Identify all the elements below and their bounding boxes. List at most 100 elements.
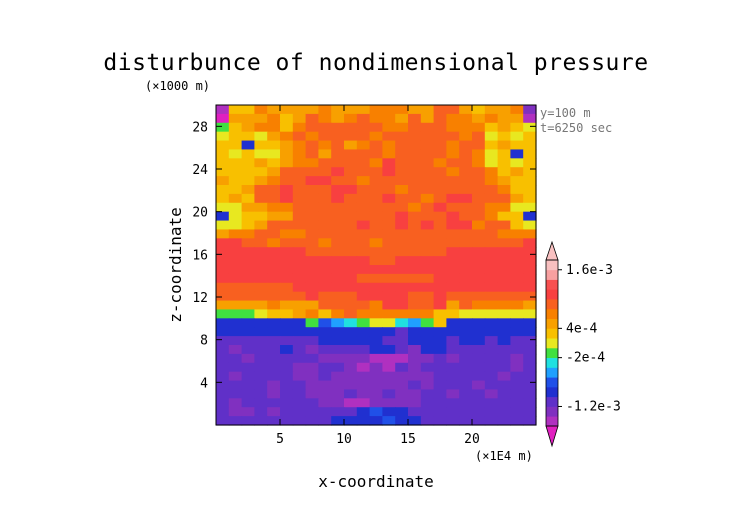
field-cell [523, 256, 537, 266]
field-cell [241, 362, 255, 373]
field-cell [331, 140, 345, 151]
field-cell [356, 416, 371, 426]
field-cell [459, 105, 473, 115]
field-cell [318, 158, 332, 168]
field-cell [331, 345, 345, 355]
field-cell [472, 318, 486, 328]
field-cell [459, 291, 473, 302]
field-cell [280, 318, 294, 328]
field-cell [241, 149, 255, 159]
field-cell [497, 300, 511, 311]
field-cell [484, 398, 499, 408]
field-cell [292, 176, 307, 186]
field-cell [305, 202, 319, 213]
field-cell [369, 309, 383, 319]
field-cell [280, 282, 294, 293]
field-cell [228, 176, 243, 186]
field-cell [254, 176, 268, 186]
field-cell [420, 193, 435, 204]
field-cell [369, 140, 383, 151]
field-cell [523, 238, 537, 248]
field-cell [305, 247, 319, 257]
field-cell [356, 327, 371, 337]
field-cell [459, 398, 473, 408]
field-cell [459, 158, 473, 168]
field-cell [382, 193, 396, 204]
field-cell [497, 185, 511, 195]
field-cell [484, 265, 499, 275]
field-cell [228, 131, 243, 142]
field-cell [472, 371, 486, 382]
field-cell [228, 345, 243, 355]
field-cell [382, 131, 396, 142]
field-cell [331, 371, 345, 382]
field-cell [497, 176, 511, 186]
field-cell [484, 273, 499, 284]
field-cell [228, 300, 243, 311]
field-cell [241, 185, 255, 195]
field-cell [510, 291, 524, 302]
field-cell [382, 149, 396, 159]
field-cell [318, 211, 332, 222]
colorbar-swatch [546, 328, 558, 339]
field-cell [292, 140, 307, 151]
y-tick-label: 20 [192, 206, 208, 221]
field-cell [280, 202, 294, 213]
contour-field [216, 105, 537, 426]
field-cell [472, 336, 486, 346]
field-cell [408, 105, 422, 115]
field-cell [267, 398, 281, 408]
field-cell [292, 238, 307, 248]
field-cell [382, 371, 396, 382]
field-cell [344, 353, 358, 364]
field-cell [420, 291, 435, 302]
field-cell [420, 309, 435, 319]
field-cell [369, 336, 383, 346]
field-cell [382, 113, 396, 124]
field-cell [254, 318, 268, 328]
field-cell [420, 353, 435, 364]
field-cell [228, 158, 243, 168]
field-cell [216, 389, 230, 399]
field-cell [523, 336, 537, 346]
field-cell [395, 247, 409, 257]
field-cell [395, 193, 409, 204]
field-cell [420, 380, 435, 391]
colorbar-swatch [546, 269, 558, 280]
field-cell [292, 185, 307, 195]
field-cell [369, 291, 383, 302]
field-cell [459, 327, 473, 337]
field-cell [216, 113, 230, 124]
field-cell [267, 256, 281, 266]
field-cell [305, 158, 319, 168]
field-cell [356, 247, 371, 257]
colorbar-swatch [546, 338, 558, 349]
field-cell [472, 176, 486, 186]
field-cell [228, 140, 243, 151]
field-cell [228, 105, 243, 115]
field-cell [523, 398, 537, 408]
plot-frame [215, 104, 537, 426]
field-cell [216, 265, 230, 275]
field-cell [305, 327, 319, 337]
field-cell [369, 416, 383, 426]
field-cell [433, 220, 447, 231]
field-cell [459, 353, 473, 364]
field-cell [484, 327, 499, 337]
field-cell [344, 416, 358, 426]
field-cell [356, 336, 371, 346]
field-cell [254, 389, 268, 399]
field-cell [254, 122, 268, 133]
field-cell [484, 407, 499, 417]
field-cell [395, 345, 409, 355]
field-cell [369, 398, 383, 408]
field-cell [254, 140, 268, 151]
x-tick-label: 5 [276, 432, 284, 447]
field-cell [382, 416, 396, 426]
colorbar-swatch [546, 279, 558, 290]
field-cell [446, 353, 460, 364]
field-cell [318, 131, 332, 142]
field-cell [318, 407, 332, 417]
field-cell [254, 380, 268, 391]
field-cell [420, 167, 435, 177]
